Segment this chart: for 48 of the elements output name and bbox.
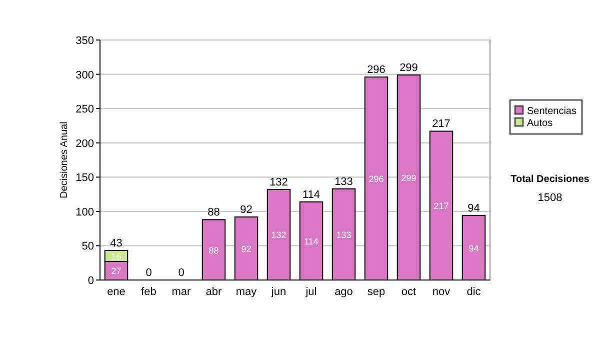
total-label: 94 [468, 202, 480, 215]
total-label: 114 [302, 188, 320, 201]
x-tick-label: oct [401, 286, 416, 298]
total-label: 299 [400, 62, 418, 74]
data-label: 133 [336, 230, 352, 240]
y-tick-label: 350 [76, 35, 94, 47]
y-tick-label: 150 [76, 172, 94, 184]
y-tick-label: 100 [76, 206, 94, 218]
x-tick-label: mar [172, 286, 192, 298]
y-tick-label: 0 [88, 275, 94, 287]
data-label: 114 [304, 236, 318, 246]
data-label: 217 [434, 201, 449, 212]
total-label: 132 [270, 176, 288, 188]
total-label: 88 [208, 206, 220, 219]
legend-label: Sentencias [527, 106, 576, 117]
total-label: 296 [367, 64, 386, 76]
data-label: 299 [401, 172, 416, 183]
data-label: 94 [468, 243, 479, 254]
y-tick-label: 250 [76, 104, 94, 116]
y-tick-label: 300 [76, 69, 94, 82]
y-tick-label: 200 [76, 138, 94, 150]
data-label: 296 [368, 174, 384, 184]
data-label: 16 [111, 252, 122, 262]
data-label: 92 [241, 244, 252, 254]
data-label: 88 [208, 245, 219, 256]
x-tick-label: ene [107, 286, 126, 298]
text: Total Decisiones [510, 174, 590, 185]
text: 1508 [538, 192, 562, 204]
total-label: 0 [146, 267, 152, 279]
x-tick-label: sep [367, 286, 386, 298]
total-label: 133 [334, 176, 353, 188]
total-label: 217 [432, 118, 450, 130]
total-label: 43 [110, 238, 122, 250]
data-label: 132 [271, 230, 286, 240]
x-tick-label: dic [466, 286, 482, 298]
y-tick-label: 50 [82, 240, 94, 253]
x-tick-label: may [236, 286, 258, 298]
x-tick-label: jun [270, 286, 286, 298]
legend-label: Autos [527, 118, 553, 129]
x-tick-label: feb [141, 286, 156, 298]
data-label: 27 [111, 266, 122, 276]
y-axis-title: Decisiones Anual [59, 122, 70, 198]
x-tick-label: ago [334, 286, 353, 298]
x-tick-label: abr [206, 286, 222, 298]
total-label: 0 [178, 267, 184, 279]
x-tick-label: nov [432, 286, 451, 298]
x-tick-label: jul [304, 286, 317, 298]
total-label: 92 [240, 204, 252, 216]
